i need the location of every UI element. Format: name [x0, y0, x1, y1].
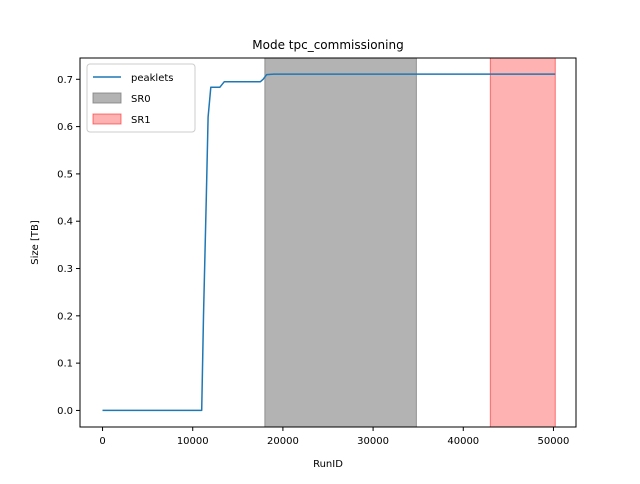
- legend-label-peaklets: peaklets: [131, 73, 173, 84]
- x-axis-label: RunID: [313, 459, 343, 470]
- chart-title: Mode tpc_commissioning: [252, 38, 403, 52]
- x-tick-label: 10000: [177, 436, 209, 447]
- y-tick-label: 0.1: [57, 359, 73, 370]
- y-tick-label: 0.5: [57, 169, 73, 180]
- x-tick-label: 30000: [357, 436, 389, 447]
- legend-label-sr1: SR1: [131, 115, 151, 126]
- legend: peaklets SR0 SR1: [86, 63, 196, 133]
- legend-label-sr0: SR0: [131, 94, 151, 105]
- x-tick-label: 0: [99, 436, 105, 447]
- span-sr0: [264, 57, 417, 428]
- line-layer: [102, 73, 556, 412]
- legend-swatch-sr1: [92, 113, 122, 125]
- series-line-peaklets: [102, 73, 556, 412]
- y-tick-label: 0.6: [57, 122, 73, 133]
- spans-layer: [264, 57, 556, 428]
- x-tick-label: 50000: [538, 436, 570, 447]
- y-tick-label: 0.4: [57, 217, 73, 228]
- y-axis-ticks: 0.0 0.1 0.2 0.3 0.4 0.5 0.6 0.7: [57, 75, 80, 417]
- y-tick-label: 0.0: [57, 406, 73, 417]
- legend-box: [86, 63, 196, 133]
- plot-frame: [79, 57, 577, 428]
- y-tick-label: 0.3: [57, 264, 73, 275]
- x-tick-label: 40000: [447, 436, 479, 447]
- span-sr1: [489, 57, 556, 428]
- x-tick-label: 20000: [267, 436, 299, 447]
- x-axis-ticks: 0 10000 20000 30000 40000 50000: [99, 427, 569, 447]
- y-tick-label: 0.7: [57, 75, 73, 86]
- legend-swatch-sr0: [92, 92, 122, 104]
- y-axis-label: Size [TB]: [30, 220, 41, 265]
- y-tick-label: 0.2: [57, 311, 73, 322]
